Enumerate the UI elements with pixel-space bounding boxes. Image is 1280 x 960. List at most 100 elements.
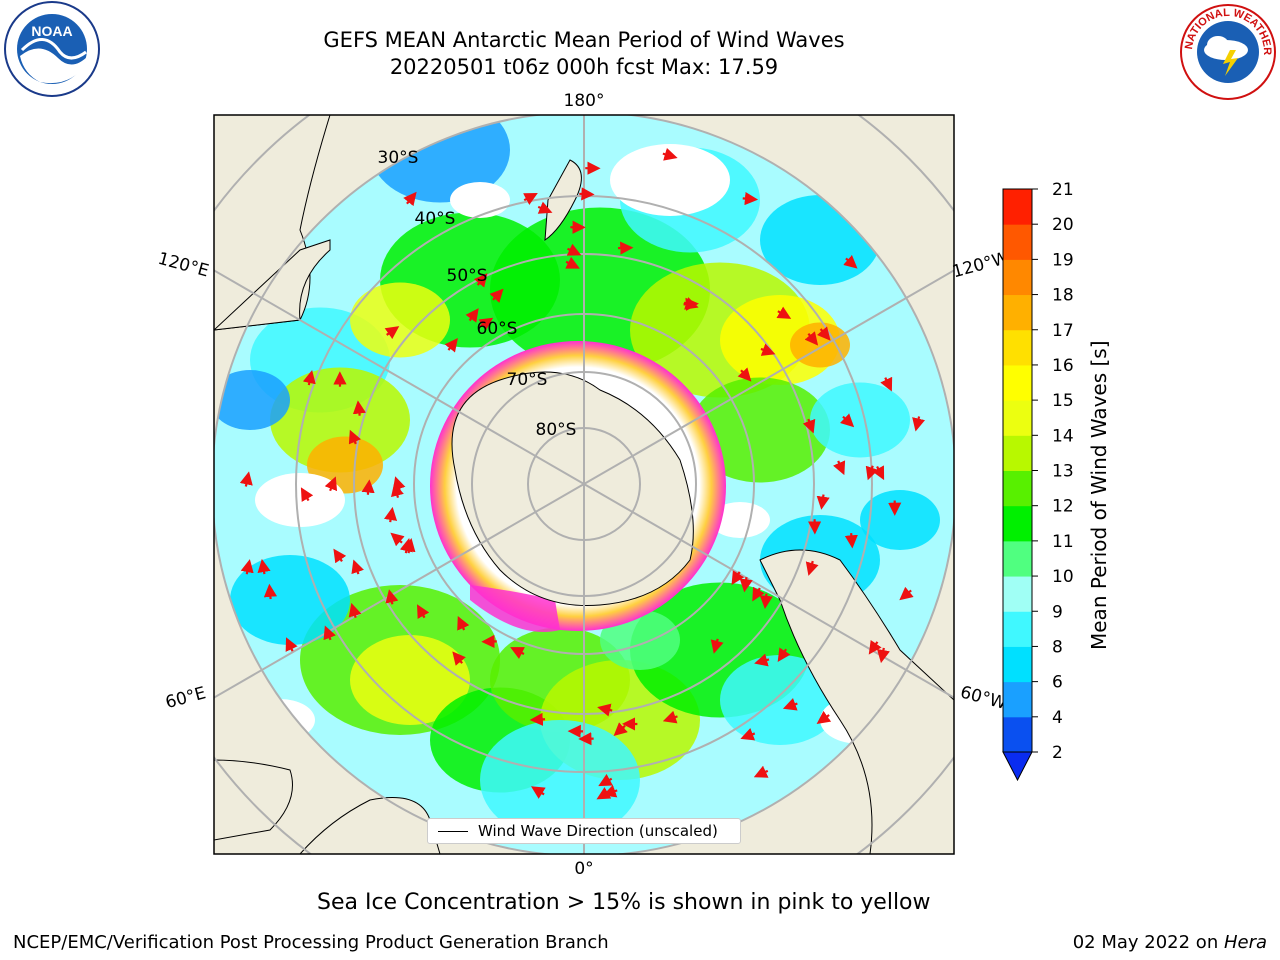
map-legend: Wind Wave Direction (unscaled): [427, 818, 741, 844]
wind-arrow: [302, 370, 316, 386]
africa: [214, 759, 293, 841]
wind-arrow: [348, 429, 362, 445]
wind-arrow: [452, 651, 466, 666]
wind-arrow: [323, 625, 336, 641]
wind-arrow: [324, 476, 338, 492]
noaa-logo: NOAA: [4, 1, 100, 97]
wind-arrow: [816, 494, 830, 510]
colorbar-tick-label: 8: [1052, 637, 1063, 657]
wind-arrow: [598, 773, 613, 787]
wind-arrow: [510, 647, 525, 659]
wind-arrow: [844, 533, 858, 549]
wind-arrow: [739, 577, 753, 593]
wind-arrow: [473, 273, 488, 288]
wind-arrow: [597, 703, 613, 717]
wind-arrow: [776, 306, 792, 319]
wind-arrow: [529, 712, 546, 726]
wind-arrow: [579, 187, 595, 201]
colorbar-tick-label: 18: [1052, 286, 1074, 306]
colorbar-tick-label: 16: [1052, 356, 1074, 376]
wind-arrow: [602, 784, 618, 798]
calm-area: [450, 182, 510, 218]
chart-title: GEFS MEAN Antarctic Mean Period of Wind …: [323, 28, 845, 52]
legend-line-icon: [438, 831, 468, 832]
colorbar-segment: [1003, 189, 1032, 225]
wind-arrow: [753, 765, 769, 778]
wave-period-patch: [810, 382, 910, 458]
wind-arrow: [760, 343, 776, 356]
wind-arrow: [531, 786, 546, 799]
colorbar-label: Mean Period of Wind Waves [s]: [1087, 340, 1111, 650]
wave-period-patch: [350, 635, 470, 725]
colorbar-tick-label: 4: [1052, 708, 1063, 728]
wind-arrow: [613, 722, 628, 737]
legend-label: Wind Wave Direction (unscaled): [478, 822, 718, 840]
wind-arrow: [782, 698, 798, 711]
calm-area: [610, 144, 730, 216]
wind-arrow: [351, 559, 364, 575]
wind-arrow: [731, 570, 745, 585]
colorbar-segment: [1003, 329, 1032, 366]
latitude-label: 30°S: [378, 148, 419, 168]
wind-arrow: [752, 586, 765, 602]
wave-period-patch: [720, 655, 840, 745]
wind-arrow: [457, 615, 470, 631]
longitude-label: 60°W: [958, 682, 1009, 714]
colorbar-segment: [1003, 716, 1032, 753]
wind-arrow: [737, 367, 752, 382]
wind-arrow: [465, 308, 479, 323]
map-frame: [213, 114, 955, 855]
colorbar-tick-label: 15: [1052, 391, 1074, 411]
colorbar-segment: [1003, 681, 1032, 718]
colorbar-segment: [1003, 646, 1032, 683]
longitude-label: 0°: [574, 859, 593, 879]
colorbar-segment: [1003, 400, 1032, 436]
nws-logo: NATIONAL WEATHER SERVICE: [1178, 2, 1276, 100]
longitude-labels: 180° 120°E 120°W 60°E 60°W 0°: [156, 91, 1012, 879]
wind-arrow: [285, 637, 298, 652]
new-zealand: [544, 159, 582, 241]
colorbar-segment: [1003, 611, 1032, 647]
wind-arrow: [478, 317, 494, 331]
wind-arrow: [843, 254, 858, 269]
wind-arrow: [402, 538, 416, 554]
wind-arrow: [840, 413, 855, 428]
chart-subtitle: 20220501 t06z 000h fcst Max: 17.59: [389, 55, 779, 79]
latitude-label: 80°S: [536, 420, 577, 440]
longitude-label: 180°: [564, 91, 605, 111]
wind-arrow: [391, 482, 404, 498]
sea-ice-caption: Sea Ice Concentration > 15% is shown in …: [317, 890, 931, 915]
longitude-label: 120°E: [156, 249, 211, 282]
wind-arrow: [777, 647, 791, 663]
colorbar-segment: [1003, 435, 1032, 471]
graticule: [214, 115, 954, 854]
wave-period-patch: [480, 720, 640, 840]
colorbar-segment: [1003, 576, 1032, 612]
colorbar-tick-label: 17: [1052, 321, 1074, 341]
wind-arrow: [403, 191, 417, 207]
wind-arrow: [565, 256, 580, 269]
latitude-label: 50°S: [447, 266, 488, 286]
longitude-label: 120°W: [950, 248, 1011, 282]
wind-direction-arrows: [239, 147, 926, 800]
wind-arrow: [239, 471, 253, 487]
wind-arrow: [759, 593, 773, 609]
colorbar-tick-label: 10: [1052, 567, 1074, 587]
australia-south: [214, 239, 331, 331]
colorbar-tick-label: 11: [1052, 532, 1074, 552]
colorbar-tick-label: 19: [1052, 250, 1074, 270]
wind-arrow: [385, 589, 399, 605]
colorbar-segment: [1003, 294, 1032, 331]
wind-arrow: [348, 602, 362, 619]
wind-arrow: [868, 639, 882, 655]
meridian-line: [583, 269, 954, 485]
wave-period-patch: [350, 282, 450, 358]
wind-arrow: [740, 728, 756, 741]
wind-arrow: [816, 710, 832, 724]
svg-text:NOAA: NOAA: [31, 23, 72, 39]
colorbar-tick-label: 21: [1052, 180, 1074, 200]
footer-host: Hera: [1223, 932, 1267, 953]
wind-arrow: [489, 288, 504, 303]
wind-arrow: [444, 337, 458, 353]
